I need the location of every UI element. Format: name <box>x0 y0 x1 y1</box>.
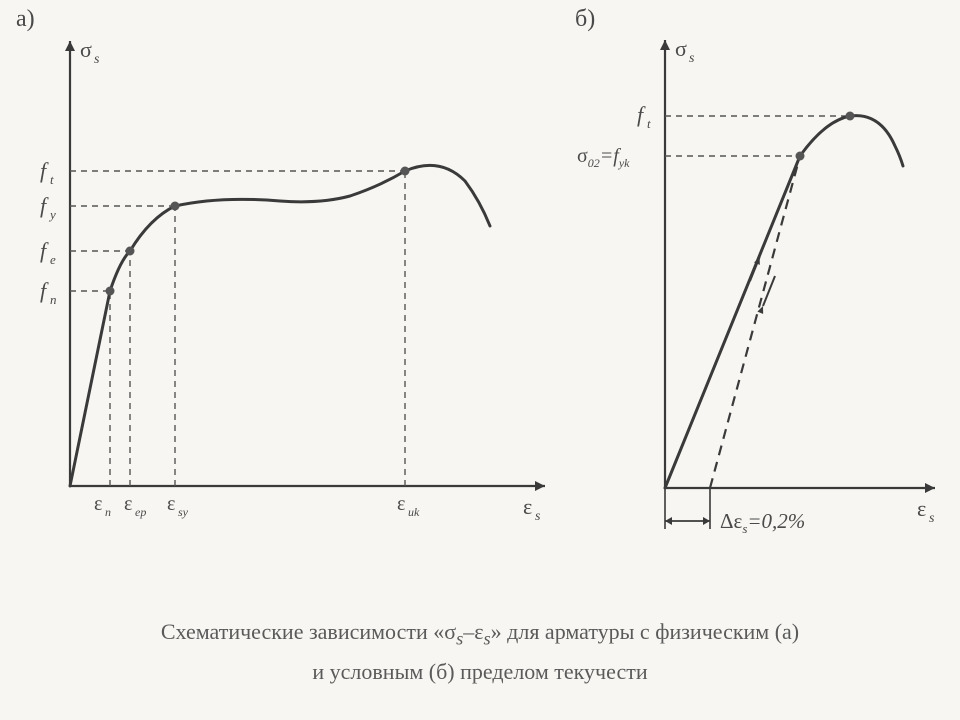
svg-text:ε: ε <box>397 493 405 515</box>
svg-text:ε: ε <box>523 494 532 519</box>
caption-line-1: Схематические зависимости «σs–εs» для ар… <box>0 614 960 654</box>
svg-text:s: s <box>94 52 100 67</box>
svg-text:ε: ε <box>94 493 102 515</box>
svg-text:sy: sy <box>178 505 189 519</box>
svg-text:σ: σ <box>80 37 92 62</box>
svg-text:s: s <box>689 51 695 66</box>
svg-text:f: f <box>40 278 49 303</box>
svg-text:t: t <box>50 172 54 187</box>
svg-text:y: y <box>48 207 56 222</box>
svg-text:f: f <box>40 193 49 218</box>
svg-text:e: e <box>50 252 56 267</box>
svg-text:uk: uk <box>408 505 420 519</box>
svg-text:s: s <box>929 511 935 526</box>
svg-text:f: f <box>40 158 49 183</box>
panel-b: б) σsεsftσ02=fykΔεs=0,2% <box>575 6 955 566</box>
panel-a: а) σsεsftfyfefnεnεepεsyεuk <box>10 6 580 546</box>
panel-a-label: а) <box>16 6 35 33</box>
chart-a: σsεsftfyfefnεnεepεsyεuk <box>10 6 570 536</box>
svg-text:s: s <box>535 509 541 524</box>
svg-text:σ02=fyk: σ02=fyk <box>577 145 630 170</box>
svg-text:f: f <box>637 102 646 127</box>
svg-text:Δεs=0,2%: Δεs=0,2% <box>720 509 805 536</box>
svg-text:ε: ε <box>167 493 175 515</box>
caption-line-2: и условным (б) пределом текучести <box>0 654 960 689</box>
svg-text:f: f <box>40 238 49 263</box>
svg-text:ε: ε <box>124 493 132 515</box>
panel-b-label: б) <box>575 6 595 33</box>
figure-caption: Схематические зависимости «σs–εs» для ар… <box>0 614 960 689</box>
svg-text:n: n <box>105 505 111 519</box>
svg-text:t: t <box>647 116 651 131</box>
svg-text:ep: ep <box>135 505 146 519</box>
svg-text:n: n <box>50 292 57 307</box>
svg-text:ε: ε <box>917 496 926 521</box>
chart-b: σsεsftσ02=fykΔεs=0,2% <box>575 6 955 566</box>
svg-text:σ: σ <box>675 36 687 61</box>
